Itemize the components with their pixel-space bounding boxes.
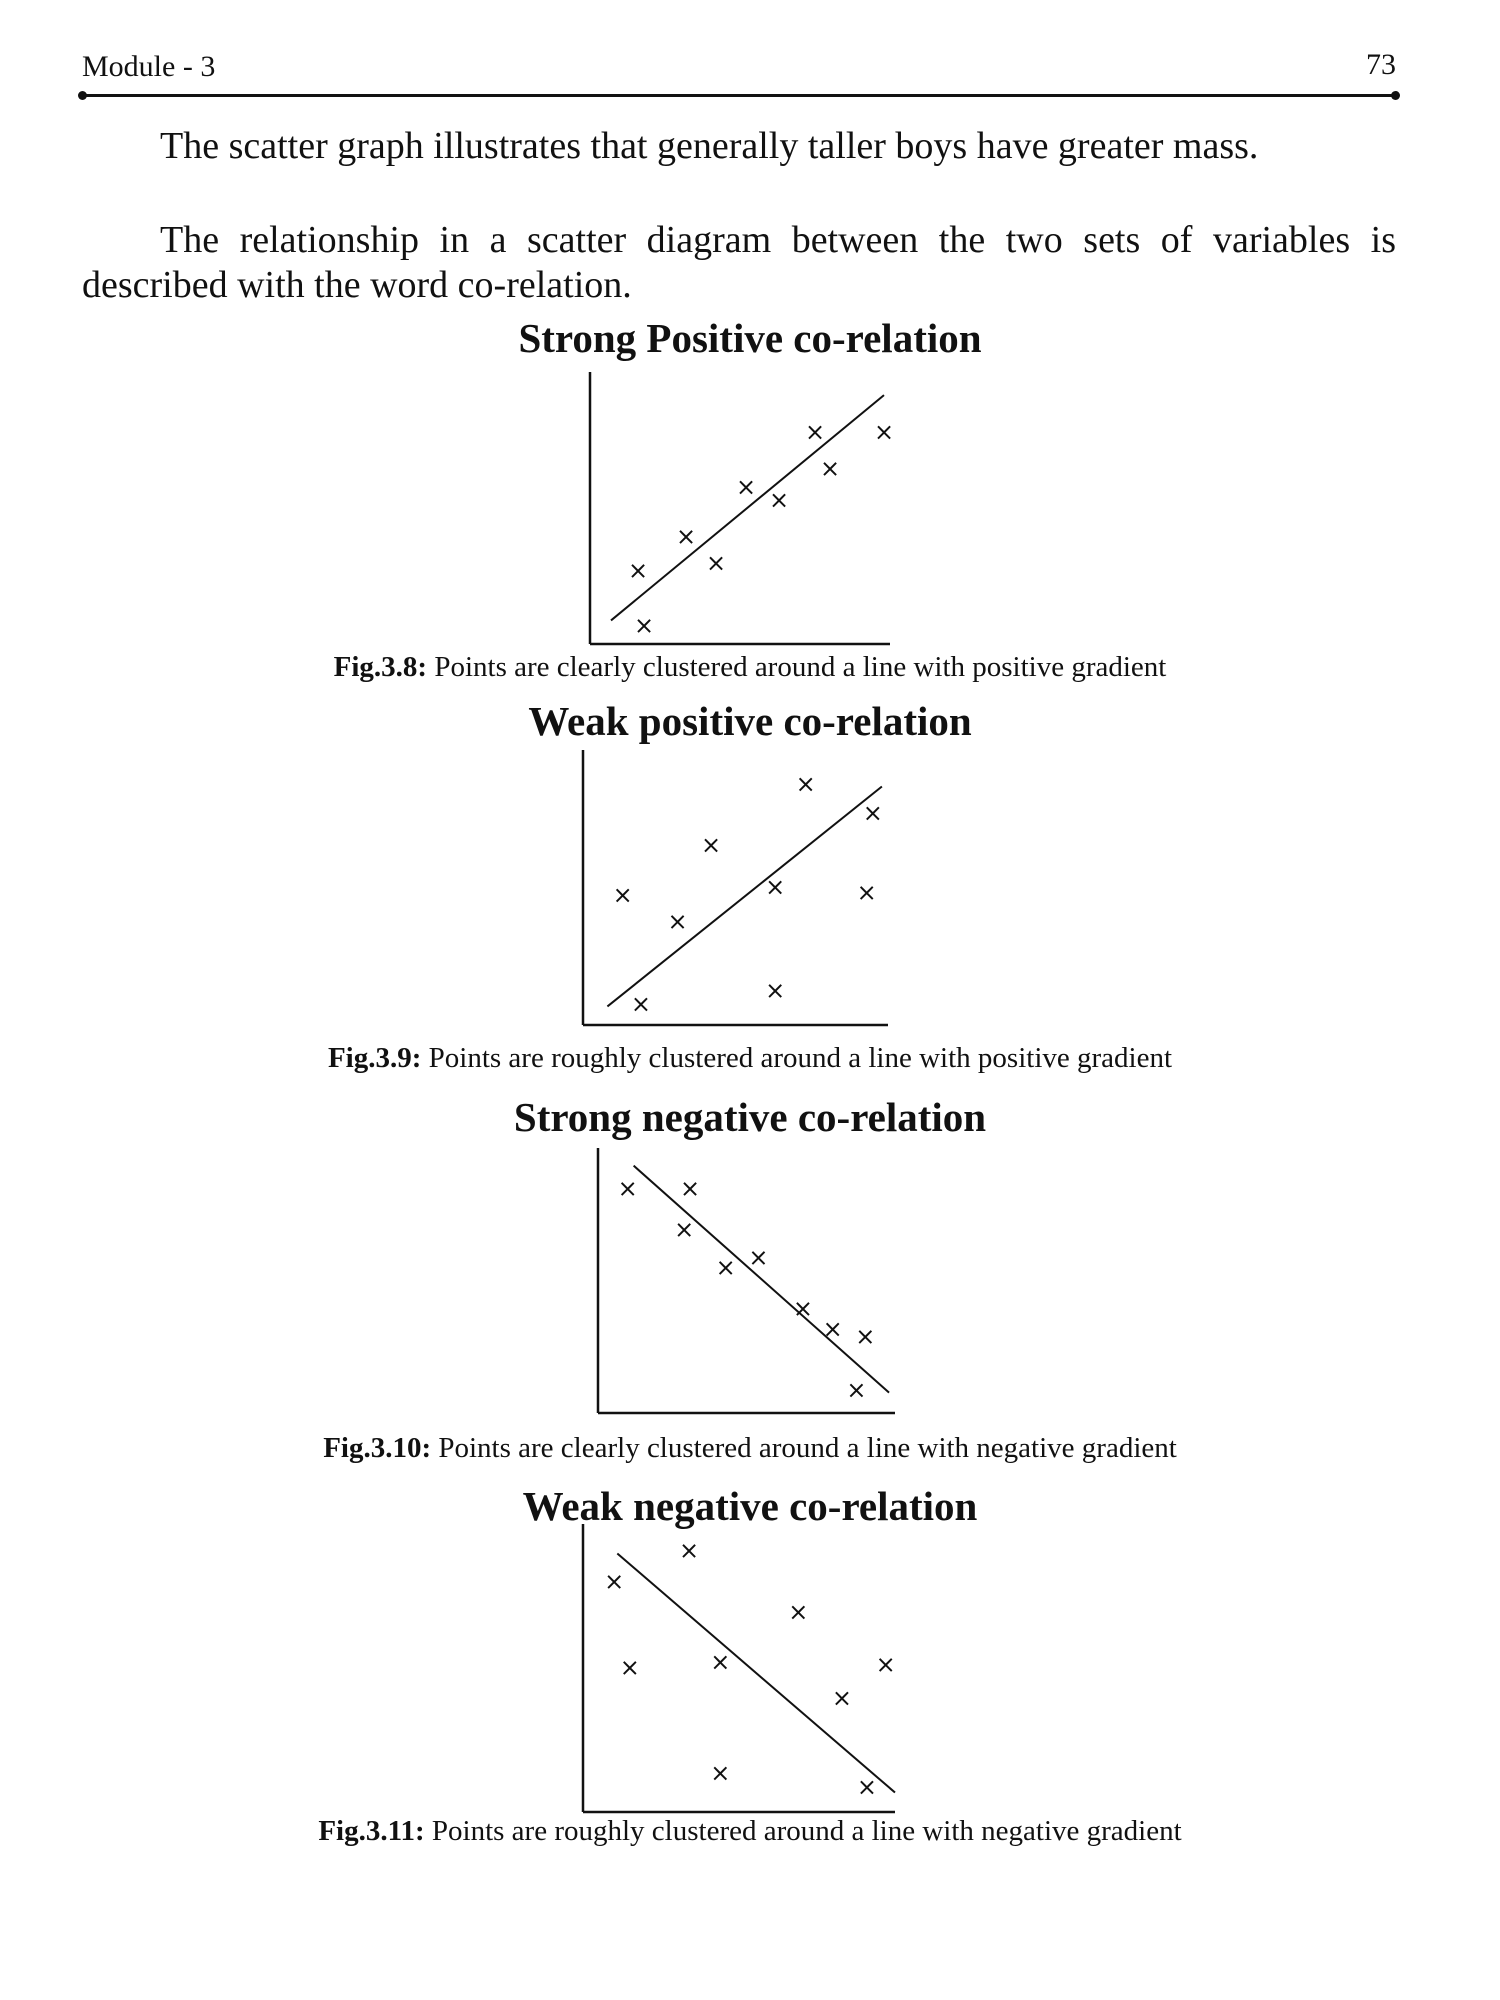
data-point-marker: × <box>701 831 721 859</box>
figure-title: Weak positive co-relation <box>528 698 972 744</box>
trend-line <box>632 1164 890 1394</box>
caption-text: Points are roughly clustered around a li… <box>428 1042 1173 1074</box>
data-point-marker: × <box>716 1254 736 1282</box>
data-point-marker: × <box>613 881 633 909</box>
co-relation-text: The relationship in a scatter diagram be… <box>82 219 1396 306</box>
figure-label: Fig.3.11: <box>318 1815 425 1847</box>
data-point-marker: × <box>846 1376 866 1404</box>
data-point-marker: × <box>667 908 687 936</box>
caption-text: Points are clearly clustered around a li… <box>434 651 1167 683</box>
trend-line <box>610 394 885 622</box>
data-point-marker: × <box>820 454 840 482</box>
data-point-marker: × <box>676 523 696 551</box>
data-point-marker: × <box>832 1684 852 1712</box>
figure-caption: Fig.3.11: Points are roughly clustered a… <box>0 1815 1500 1848</box>
page-header: Module - 3 73 <box>78 48 1400 100</box>
module-label: Module - 3 <box>82 50 216 83</box>
data-point-marker: × <box>634 612 654 640</box>
data-point-marker: × <box>710 1648 730 1676</box>
data-point-marker: × <box>788 1598 808 1626</box>
caption-text: Points are roughly clustered around a li… <box>431 1815 1182 1847</box>
trend-line <box>606 785 883 1008</box>
co-relation-paragraph: The relationship in a scatter diagram be… <box>82 218 1396 308</box>
intro-text: The scatter graph illustrates that gener… <box>160 125 1259 167</box>
data-point-marker: × <box>874 418 894 446</box>
data-point-marker: × <box>706 549 726 577</box>
intro-paragraph: The scatter graph illustrates that gener… <box>82 124 1396 169</box>
header-rule <box>78 91 1400 100</box>
data-point-marker: × <box>736 473 756 501</box>
data-point-marker: × <box>857 1773 877 1801</box>
data-point-marker: × <box>793 1294 813 1322</box>
figure-title: Weak negative co-relation <box>522 1483 978 1529</box>
data-point-marker: × <box>620 1653 640 1681</box>
data-point-marker: × <box>679 1537 699 1565</box>
figure-caption: Fig.3.10: Points are clearly clustered a… <box>0 1432 1500 1465</box>
trend-line <box>616 1552 896 1794</box>
figure-title: Strong negative co-relation <box>513 1094 987 1140</box>
figure-caption: Fig.3.8: Points are clearly clustered ar… <box>0 651 1500 684</box>
data-point-marker: × <box>855 1323 875 1351</box>
data-point-marker: × <box>876 1651 896 1679</box>
caption-text: Points are clearly clustered around a li… <box>438 1432 1177 1464</box>
data-point-marker: × <box>748 1243 768 1271</box>
data-point-marker: × <box>857 879 877 907</box>
data-point-marker: × <box>863 799 883 827</box>
data-point-marker: × <box>823 1315 843 1343</box>
data-point-marker: × <box>604 1567 624 1595</box>
data-point-marker: × <box>796 770 816 798</box>
figure-title: Strong Positive co-relation <box>518 315 982 361</box>
data-point-marker: × <box>631 990 651 1018</box>
data-point-marker: × <box>618 1175 638 1203</box>
data-point-marker: × <box>765 873 785 901</box>
data-point-marker: × <box>765 977 785 1005</box>
data-point-marker: × <box>674 1215 694 1243</box>
data-point-marker: × <box>805 418 825 446</box>
figure-label: Fig.3.8: <box>333 651 428 683</box>
page-number: 73 <box>1366 48 1396 81</box>
figure-caption: Fig.3.9: Points are roughly clustered ar… <box>0 1042 1500 1075</box>
data-point-marker: × <box>628 557 648 585</box>
figure-label: Fig.3.10: <box>323 1432 432 1464</box>
data-point-marker: × <box>769 486 789 514</box>
data-point-marker: × <box>710 1759 730 1787</box>
figure-label: Fig.3.9: <box>327 1042 422 1074</box>
data-point-marker: × <box>680 1175 700 1203</box>
